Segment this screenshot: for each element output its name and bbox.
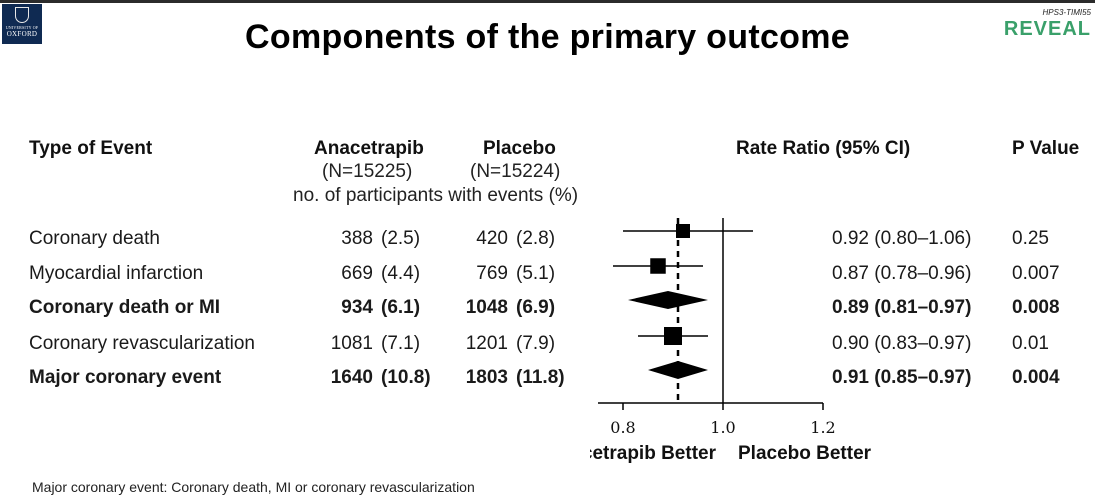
row-anacetrapib-count: 934 bbox=[341, 297, 373, 318]
forest-plot: 0.8 1.0 1.2 Anacetrapib Better Placebo Bette… bbox=[590, 218, 872, 464]
row-label: Major coronary event bbox=[29, 367, 222, 388]
oxford-logo-line1: UNIVERSITY OF bbox=[5, 25, 39, 30]
row-p-value: 0.25 bbox=[1012, 228, 1049, 249]
row-placebo-count: 769 bbox=[476, 263, 508, 284]
anacetrapib-better-label: Anacetrapib Better bbox=[590, 443, 717, 464]
row-placebo-count: 1048 bbox=[465, 297, 508, 318]
row-placebo-count: 1201 bbox=[465, 333, 508, 354]
slide-title: Components of the primary outcome bbox=[245, 18, 850, 56]
header-placebo: Placebo bbox=[483, 138, 556, 159]
pooled-estimate-diamond bbox=[628, 291, 708, 309]
row-placebo-percent: (7.9) bbox=[516, 333, 556, 354]
x-tick-label: 0.8 bbox=[610, 418, 635, 437]
row-placebo-count: 420 bbox=[476, 228, 508, 249]
placebo-better-label: Placebo Better bbox=[738, 443, 872, 464]
row-rate-ratio: 0.89 (0.81–0.97) bbox=[832, 297, 972, 318]
top-border bbox=[0, 0, 1095, 3]
x-tick-label: 1.2 bbox=[810, 418, 835, 437]
row-anacetrapib-count: 1640 bbox=[330, 367, 373, 388]
row-anacetrapib-count: 1081 bbox=[330, 333, 373, 354]
table-row: Coronary death 388 (2.5) 420 (2.8) 0.92 … bbox=[0, 224, 1095, 254]
row-label: Coronary death or MI bbox=[29, 297, 221, 318]
row-p-value: 0.004 bbox=[1012, 367, 1060, 388]
oxford-crest-icon bbox=[15, 7, 29, 23]
row-placebo-count: 1803 bbox=[465, 367, 508, 388]
row-label: Myocardial infarction bbox=[29, 263, 204, 284]
header-anacetrapib-n: (N=15225) bbox=[322, 161, 413, 182]
row-anacetrapib-percent: (6.1) bbox=[381, 297, 421, 318]
row-rate-ratio: 0.90 (0.83–0.97) bbox=[832, 333, 972, 354]
header-placebo-n: (N=15224) bbox=[470, 161, 561, 182]
x-tick-label: 1.0 bbox=[710, 418, 735, 437]
table-row: Coronary death or MI 934 (6.1) 1048 (6.9… bbox=[0, 293, 1095, 323]
row-p-value: 0.01 bbox=[1012, 333, 1049, 354]
table-row: Coronary revascularization 1081 (7.1) 12… bbox=[0, 329, 1095, 359]
table-row: Major coronary event 1640 (10.8) 1803 (1… bbox=[0, 363, 1095, 393]
header-type-of-event: Type of Event bbox=[29, 138, 153, 159]
reveal-logo-subtitle: HPS3-TIMI55 bbox=[1042, 8, 1091, 17]
row-anacetrapib-count: 669 bbox=[341, 263, 373, 284]
row-placebo-percent: (2.8) bbox=[516, 228, 556, 249]
point-estimate-square bbox=[650, 258, 666, 274]
header-p-value: P Value bbox=[1012, 138, 1080, 159]
row-rate-ratio: 0.91 (0.85–0.97) bbox=[832, 367, 972, 388]
row-rate-ratio: 0.87 (0.78–0.96) bbox=[832, 263, 972, 284]
row-placebo-percent: (11.8) bbox=[516, 367, 565, 388]
row-label: Coronary death bbox=[29, 228, 160, 249]
row-anacetrapib-count: 388 bbox=[341, 228, 373, 249]
row-anacetrapib-percent: (10.8) bbox=[381, 367, 431, 388]
row-anacetrapib-percent: (4.4) bbox=[381, 263, 421, 284]
header-events-note: no. of participants with events (%) bbox=[293, 185, 579, 206]
point-estimate-square bbox=[676, 224, 690, 238]
pooled-estimate-diamond bbox=[648, 361, 708, 379]
reveal-logo-wordmark: REVEAL bbox=[1003, 18, 1091, 40]
row-anacetrapib-percent: (2.5) bbox=[381, 228, 421, 249]
header-anacetrapib: Anacetrapib bbox=[314, 138, 424, 159]
row-placebo-percent: (6.9) bbox=[516, 297, 556, 318]
row-p-value: 0.007 bbox=[1012, 263, 1060, 284]
row-p-value: 0.008 bbox=[1012, 297, 1060, 318]
row-anacetrapib-percent: (7.1) bbox=[381, 333, 421, 354]
reveal-logo: HPS3-TIMI55 REVEAL bbox=[981, 8, 1091, 42]
oxford-logo-line2: OXFORD bbox=[6, 30, 38, 38]
oxford-logo: UNIVERSITY OF OXFORD bbox=[2, 4, 42, 44]
row-label: Coronary revascularization bbox=[29, 333, 255, 354]
point-estimate-square bbox=[664, 327, 682, 345]
row-placebo-percent: (5.1) bbox=[516, 263, 556, 284]
table-row: Myocardial infarction 669 (4.4) 769 (5.1… bbox=[0, 259, 1095, 289]
header-rate-ratio: Rate Ratio (95% CI) bbox=[736, 138, 911, 159]
row-rate-ratio: 0.92 (0.80–1.06) bbox=[832, 228, 972, 249]
footnote: Major coronary event: Coronary death, MI… bbox=[32, 479, 475, 495]
